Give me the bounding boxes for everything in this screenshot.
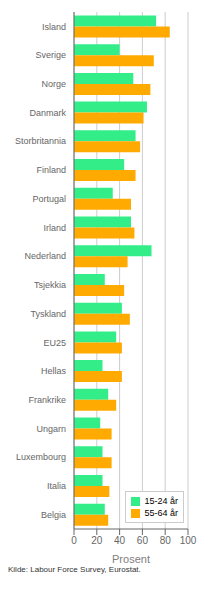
- svg-text:Tsjekkia: Tsjekkia: [34, 280, 66, 290]
- svg-text:Hellas: Hellas: [41, 366, 67, 376]
- svg-text:Portugal: Portugal: [32, 194, 66, 204]
- svg-text:60: 60: [137, 535, 149, 546]
- svg-text:Norge: Norge: [41, 79, 66, 89]
- html-text:55-64 år: 55-64 år: [144, 508, 178, 518]
- svg-text:Irland: Irland: [43, 223, 66, 233]
- svg-text:Sverige: Sverige: [35, 50, 66, 60]
- svg-text:Storbritannia: Storbritannia: [15, 136, 66, 146]
- svg-text:Belgia: Belgia: [41, 510, 66, 520]
- svg-text:Island: Island: [42, 22, 66, 32]
- svg-text:0: 0: [71, 535, 77, 546]
- svg-text:Italia: Italia: [47, 481, 66, 491]
- svg-text:Luxembourg: Luxembourg: [16, 452, 66, 462]
- svg-text:Frankrike: Frankrike: [28, 395, 66, 405]
- svg-text:40: 40: [114, 535, 126, 546]
- svg-text:Prosent: Prosent: [112, 553, 150, 563]
- svg-text:Tyskland: Tyskland: [30, 309, 66, 319]
- svg-text:20: 20: [91, 535, 103, 546]
- svg-text:Nederland: Nederland: [24, 251, 66, 261]
- html-text:Kilde: Labour Force Survey, Eu: Kilde: Labour Force Survey, Eurostat.: [8, 565, 141, 574]
- svg-text:Ungarn: Ungarn: [36, 424, 66, 434]
- html-text:15-24 år: 15-24 år: [144, 496, 178, 506]
- svg-text:100: 100: [180, 535, 197, 546]
- svg-text:Danmark: Danmark: [29, 108, 66, 118]
- svg-text:80: 80: [160, 535, 172, 546]
- svg-text:EU25: EU25: [43, 338, 66, 348]
- svg-text:Finland: Finland: [36, 165, 66, 175]
